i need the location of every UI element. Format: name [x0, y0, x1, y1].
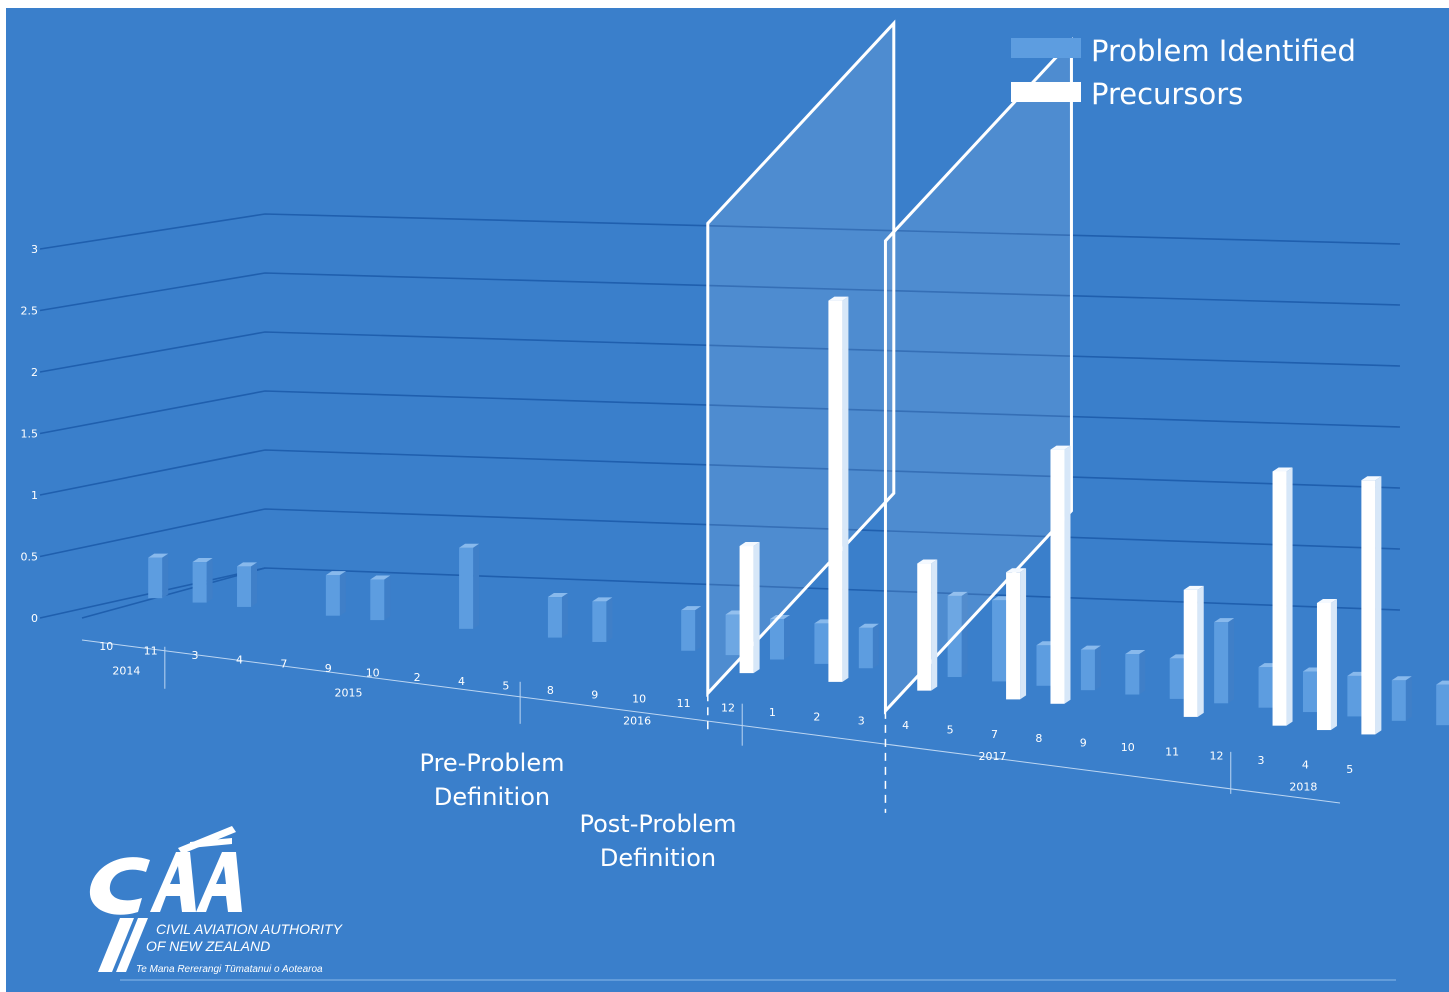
bar-problem-identified — [237, 562, 258, 607]
floor-edge — [81, 567, 266, 619]
gridline — [39, 331, 1401, 373]
x-tick-label: 9 — [325, 662, 332, 675]
legend-swatch-problem-identified — [1011, 38, 1081, 58]
bar-problem-identified — [370, 575, 391, 621]
x-tick-label: 7 — [280, 658, 287, 671]
pre-problem-label-line2: Definition — [434, 783, 550, 811]
baseline-axis — [81, 567, 1341, 804]
gridline — [39, 508, 1401, 558]
legend-label-problem-identified: Problem Identified — [1091, 34, 1356, 68]
year-label: 2017 — [978, 750, 1006, 763]
caa-name-line1: CIVIL AVIATION AUTHORITY — [156, 921, 344, 937]
x-tick-label: 1 — [769, 706, 776, 719]
gridline — [39, 272, 1401, 312]
bar-problem-identified — [148, 553, 169, 599]
chart-panel — [6, 8, 1449, 992]
bar-precursors — [1316, 598, 1337, 731]
y-tick-label: 1 — [31, 489, 38, 502]
bar-problem-identified — [192, 558, 213, 603]
y-tick-label: 1.5 — [21, 428, 39, 441]
bar-precursors — [1183, 585, 1204, 717]
x-tick-label: 2 — [813, 710, 820, 723]
bar-problem-identified — [681, 606, 702, 651]
x-tick-label: 4 — [1302, 758, 1309, 771]
x-tick-label: 4 — [236, 653, 243, 666]
bar-problem-identified — [547, 593, 568, 638]
x-tick-label: 8 — [547, 684, 554, 697]
bar-precursors — [917, 559, 938, 691]
pre-problem-label-line1: Pre-Problem — [420, 749, 565, 777]
bar-precursors — [828, 296, 849, 682]
x-tick-label: 3 — [858, 715, 865, 728]
x-tick-label: 4 — [902, 719, 909, 732]
legend-swatch-precursors — [1011, 82, 1081, 102]
year-label: 2015 — [334, 686, 362, 699]
x-tick-label: 10 — [99, 640, 113, 653]
x-tick-label: 9 — [1080, 737, 1087, 750]
caa-logo: CIVIL AVIATION AUTHORITY OF NEW ZEALAND … — [89, 826, 1396, 981]
x-axis-line — [81, 639, 1341, 804]
bar-problem-identified — [1125, 649, 1146, 695]
post-problem-label-line2: Definition — [600, 844, 716, 872]
bar-problem-identified — [1080, 645, 1101, 691]
x-tick-label: 12 — [721, 702, 735, 715]
bar-precursors — [1361, 476, 1382, 735]
x-tick-label: 7 — [991, 728, 998, 741]
bar-problem-identified — [1436, 680, 1449, 726]
gridlines — [39, 213, 1401, 619]
year-label: 2014 — [112, 664, 140, 677]
x-tick-label: 11 — [677, 697, 691, 710]
x-tick-label: 10 — [632, 693, 646, 706]
y-axis-ticks: 0 0.5 1 1.5 2 2.5 3 — [21, 243, 39, 625]
x-tick-label: 10 — [366, 666, 380, 679]
x-tick-label: 5 — [1346, 763, 1353, 776]
bar-problem-identified — [592, 597, 613, 642]
x-tick-label: 10 — [1121, 741, 1135, 754]
caa-logo-mark — [89, 826, 242, 972]
post-problem-label-line1: Post-Problem — [580, 810, 737, 838]
annotations: Pre-Problem Definition Post-Problem Defi… — [420, 749, 737, 872]
bar-precursors — [1006, 568, 1027, 700]
x-tick-label: 11 — [1165, 745, 1179, 758]
caa-name-line2: OF NEW ZEALAND — [146, 938, 270, 954]
bar-problem-identified — [1391, 676, 1412, 721]
bar-problem-identified — [459, 543, 480, 629]
precursor-bars — [739, 296, 1382, 735]
gridline — [39, 390, 1401, 435]
gridline — [39, 213, 1401, 250]
caa-tagline: Te Mana Rererangi Tūmatanui o Aotearoa — [136, 964, 323, 975]
year-label: 2018 — [1289, 780, 1317, 793]
x-tick-label: 3 — [192, 649, 199, 662]
y-tick-label: 2.5 — [21, 305, 39, 318]
bar-problem-identified — [1214, 618, 1235, 704]
legend-label-precursors: Precursors — [1091, 77, 1243, 111]
bar-precursors — [1272, 467, 1293, 726]
legend: Problem Identified Precursors — [1011, 34, 1356, 111]
x-tick-label: 4 — [458, 675, 465, 688]
y-tick-label: 0.5 — [21, 551, 39, 564]
x-axis-labels: 10 11 3 4 7 9 10 2 4 5 8 9 10 11 12 1 2 3 4 5 7 8 9 10 11 12 3 4 520… — [99, 640, 1353, 794]
bar-precursors — [739, 542, 760, 674]
x-tick-label: 9 — [591, 688, 598, 701]
x-tick-label: 3 — [1257, 754, 1264, 767]
x-tick-label: 8 — [1035, 732, 1042, 745]
x-tick-label: 5 — [502, 680, 509, 693]
bar-problem-identified — [325, 571, 346, 616]
definition-plane — [883, 37, 1073, 813]
bar-precursors — [1050, 445, 1071, 704]
y-tick-label: 2 — [31, 366, 38, 379]
y-tick-label: 0 — [31, 612, 38, 625]
bar-problem-identified — [858, 623, 879, 669]
x-tick-label: 2 — [414, 671, 421, 684]
y-tick-label: 3 — [31, 243, 38, 256]
x-tick-label: 5 — [947, 723, 954, 736]
x-tick-label: 12 — [1210, 750, 1224, 763]
year-label: 2016 — [623, 715, 651, 728]
gridline — [39, 449, 1401, 496]
x-tick-label: 11 — [144, 645, 158, 658]
